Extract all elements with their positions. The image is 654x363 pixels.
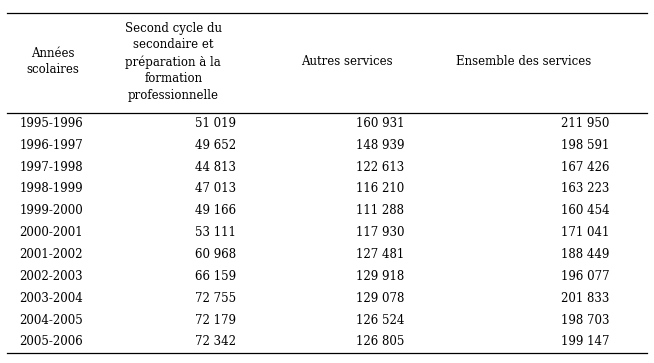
Text: 163 223: 163 223	[561, 183, 610, 196]
Text: 51 019: 51 019	[195, 117, 236, 130]
Text: 53 111: 53 111	[195, 226, 236, 239]
Text: 116 210: 116 210	[356, 183, 404, 196]
Text: 199 147: 199 147	[561, 335, 610, 348]
Text: 2000-2001: 2000-2001	[20, 226, 83, 239]
Text: 1998-1999: 1998-1999	[20, 183, 83, 196]
Text: 1997-1998: 1997-1998	[20, 161, 83, 174]
Text: 49 652: 49 652	[195, 139, 236, 152]
Text: 1996-1997: 1996-1997	[20, 139, 83, 152]
Text: 117 930: 117 930	[356, 226, 404, 239]
Text: 196 077: 196 077	[561, 270, 610, 283]
Text: 2004-2005: 2004-2005	[20, 314, 83, 327]
Text: Ensemble des services: Ensemble des services	[456, 55, 591, 68]
Text: 171 041: 171 041	[561, 226, 610, 239]
Text: Second cycle du
secondaire et
préparation à la
formation
professionnelle: Second cycle du secondaire et préparatio…	[125, 22, 222, 102]
Text: 126 524: 126 524	[356, 314, 404, 327]
Text: 129 078: 129 078	[356, 292, 404, 305]
Text: 201 833: 201 833	[561, 292, 610, 305]
Text: 60 968: 60 968	[195, 248, 236, 261]
Text: 1999-2000: 1999-2000	[20, 204, 83, 217]
Text: 1995-1996: 1995-1996	[20, 117, 83, 130]
Text: Autres services: Autres services	[301, 55, 392, 68]
Text: 72 342: 72 342	[195, 335, 236, 348]
Text: 72 755: 72 755	[195, 292, 236, 305]
Text: 47 013: 47 013	[195, 183, 236, 196]
Text: 2003-2004: 2003-2004	[20, 292, 83, 305]
Text: 66 159: 66 159	[195, 270, 236, 283]
Text: 44 813: 44 813	[195, 161, 236, 174]
Text: 198 591: 198 591	[561, 139, 610, 152]
Text: 2002-2003: 2002-2003	[20, 270, 83, 283]
Text: 2005-2006: 2005-2006	[20, 335, 83, 348]
Text: 72 179: 72 179	[195, 314, 236, 327]
Text: 127 481: 127 481	[356, 248, 404, 261]
Text: 49 166: 49 166	[195, 204, 236, 217]
Text: 188 449: 188 449	[561, 248, 610, 261]
Text: 160 454: 160 454	[561, 204, 610, 217]
Text: 198 703: 198 703	[561, 314, 610, 327]
Text: 211 950: 211 950	[561, 117, 610, 130]
Text: 122 613: 122 613	[356, 161, 404, 174]
Text: 160 931: 160 931	[356, 117, 404, 130]
Text: 129 918: 129 918	[356, 270, 404, 283]
Text: Années
scolaires: Années scolaires	[26, 47, 78, 77]
Text: 111 288: 111 288	[356, 204, 404, 217]
Text: 148 939: 148 939	[356, 139, 404, 152]
Text: 167 426: 167 426	[561, 161, 610, 174]
Text: 126 805: 126 805	[356, 335, 404, 348]
Text: 2001-2002: 2001-2002	[20, 248, 83, 261]
